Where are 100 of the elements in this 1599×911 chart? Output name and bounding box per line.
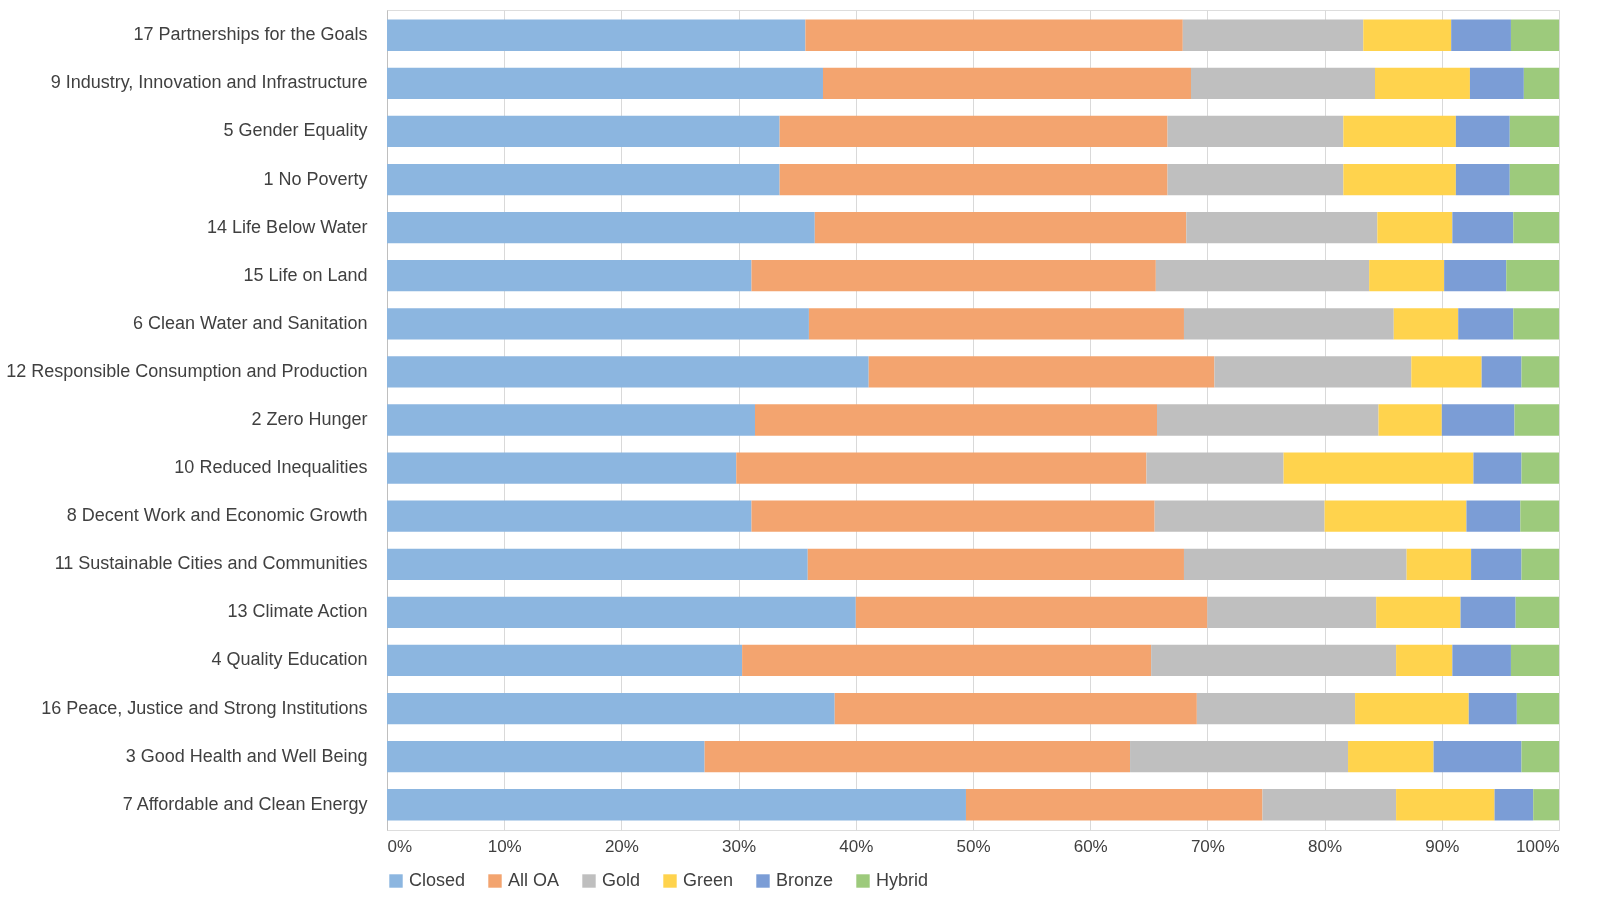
bar	[1324, 500, 1467, 532]
bar	[779, 163, 1168, 196]
bar	[387, 741, 705, 773]
bar	[1183, 548, 1407, 580]
bar	[1510, 19, 1559, 51]
bar	[814, 211, 1187, 244]
legend-label: Bronze	[776, 870, 834, 890]
x-tick-label: 50%	[956, 836, 991, 856]
bar	[1521, 548, 1559, 580]
bar	[1375, 67, 1470, 99]
bar	[1157, 404, 1379, 436]
y-tick-label: 9 Industry, Innovation and Infrastructure	[50, 72, 368, 93]
bar	[1214, 356, 1412, 388]
bar	[1494, 789, 1534, 821]
x-tick-label: 90%	[1425, 836, 1460, 856]
y-tick-label: 6 Clean Water and Sanitation	[133, 312, 368, 333]
bar	[736, 452, 1147, 484]
bar	[1513, 211, 1559, 244]
x-tick-label: 0%	[387, 836, 413, 856]
bar	[387, 500, 752, 532]
bar	[834, 692, 1197, 725]
bar	[1509, 115, 1559, 148]
legend-label: All OA	[508, 870, 560, 890]
bar	[387, 308, 809, 340]
y-tick-label: 15 Life on Land	[243, 264, 368, 285]
bar	[1151, 644, 1397, 677]
x-tick-label: 70%	[1190, 836, 1225, 856]
bar	[751, 500, 1155, 532]
bar	[1452, 211, 1514, 244]
bar	[868, 356, 1215, 388]
y-tick-label: 13 Climate Action	[227, 601, 368, 622]
bar	[1521, 452, 1559, 484]
bar	[1516, 692, 1559, 725]
x-tick-label: 80%	[1308, 836, 1343, 856]
bar	[1146, 452, 1284, 484]
bar	[1533, 789, 1559, 821]
bar	[1343, 163, 1456, 196]
bar	[1481, 356, 1522, 388]
bar	[1521, 741, 1559, 773]
bar	[1521, 356, 1559, 388]
bar	[1343, 115, 1456, 148]
bar	[387, 19, 806, 51]
bar	[1452, 644, 1511, 677]
y-tick-label: 1 No Poverty	[263, 168, 368, 189]
legend-label: Green	[683, 870, 734, 890]
y-tick-label: 2 Zero Hunger	[251, 409, 368, 429]
bar	[387, 115, 780, 148]
bar	[387, 163, 780, 196]
bar	[1455, 115, 1510, 148]
bar	[387, 211, 815, 244]
bar	[1466, 500, 1521, 532]
bar	[742, 644, 1152, 677]
bar	[1377, 211, 1453, 244]
y-tick-label: 16 Peace, Justice and Strong Institutions	[41, 697, 368, 718]
bar	[1514, 404, 1559, 436]
bar	[387, 789, 966, 821]
bar	[1183, 308, 1394, 340]
bar	[1506, 260, 1559, 292]
bar	[755, 404, 1157, 436]
bar	[1523, 67, 1559, 99]
bar	[1441, 404, 1515, 436]
bar	[1130, 741, 1349, 773]
y-tick-label: 10 Reduced Inequalities	[174, 457, 368, 478]
y-tick-label: 17 Partnerships for the Goals	[133, 24, 368, 45]
y-tick-label: 14 Life Below Water	[207, 216, 368, 237]
y-tick-label: 8 Decent Work and Economic Growth	[66, 505, 368, 526]
bar	[1393, 308, 1459, 340]
x-tick-label: 60%	[1073, 836, 1108, 856]
bar	[751, 260, 1156, 292]
x-tick-label: 100%	[1516, 836, 1560, 856]
bar	[1444, 260, 1507, 292]
bar	[1363, 19, 1452, 51]
bar	[1182, 19, 1364, 51]
bar	[1520, 500, 1559, 532]
bar	[1190, 67, 1375, 99]
bar	[1262, 789, 1397, 821]
bar	[1154, 500, 1325, 532]
bar	[387, 452, 737, 484]
bar	[1510, 644, 1559, 677]
bar	[805, 19, 1183, 51]
bar	[965, 789, 1263, 821]
bar	[1513, 308, 1559, 340]
bar	[1469, 67, 1524, 99]
bar	[1369, 260, 1445, 292]
legend-label: Gold	[602, 870, 641, 890]
bar	[1473, 452, 1522, 484]
bar	[387, 596, 856, 629]
bar	[1471, 548, 1522, 580]
y-tick-label: 5 Gender Equality	[223, 120, 368, 141]
y-tick-label: 12 Responsible Consumption and Production	[6, 360, 368, 381]
bar	[855, 596, 1208, 629]
bar	[1433, 741, 1522, 773]
bar	[1167, 115, 1344, 148]
bar	[1509, 163, 1559, 196]
bar	[1196, 692, 1356, 725]
bar	[704, 741, 1131, 773]
bar	[1460, 596, 1516, 629]
bar	[1515, 596, 1559, 629]
bar	[808, 308, 1184, 340]
bar	[1406, 548, 1472, 580]
